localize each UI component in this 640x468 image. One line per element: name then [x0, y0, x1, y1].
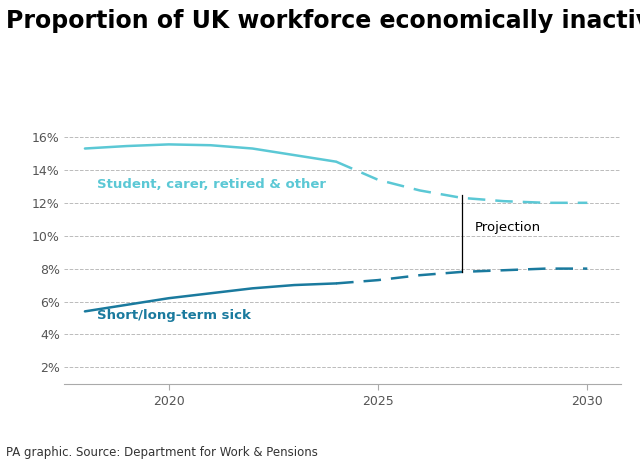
Text: Proportion of UK workforce economically inactive: Proportion of UK workforce economically … [6, 9, 640, 33]
Text: PA graphic. Source: Department for Work & Pensions: PA graphic. Source: Department for Work … [6, 446, 318, 459]
Text: Short/long-term sick: Short/long-term sick [97, 309, 252, 322]
Text: Projection: Projection [474, 221, 540, 234]
Text: Student, carer, retired & other: Student, carer, retired & other [97, 178, 326, 191]
